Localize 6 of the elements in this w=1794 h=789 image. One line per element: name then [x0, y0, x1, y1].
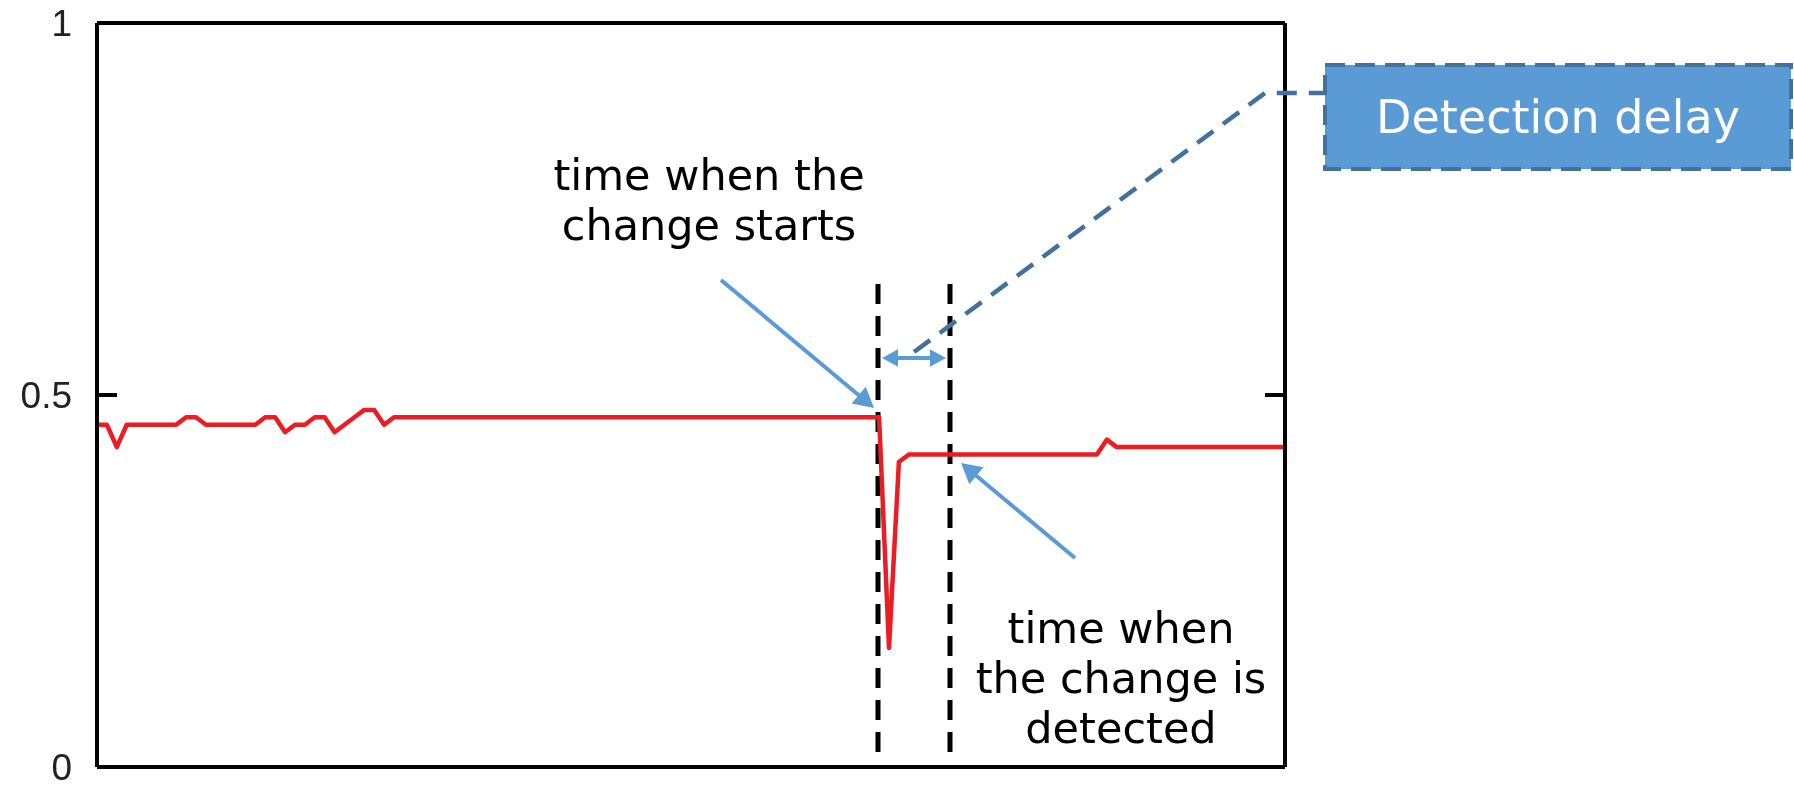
y-tick-label: 0 — [51, 746, 72, 788]
annotation: time when the change is detected — [975, 603, 1267, 753]
y-tick-label: 0.5 — [20, 374, 72, 416]
text: Detection delay — [1376, 90, 1740, 144]
annotation: time when the change starts — [553, 150, 865, 250]
y-tick-label: 1 — [51, 2, 72, 44]
